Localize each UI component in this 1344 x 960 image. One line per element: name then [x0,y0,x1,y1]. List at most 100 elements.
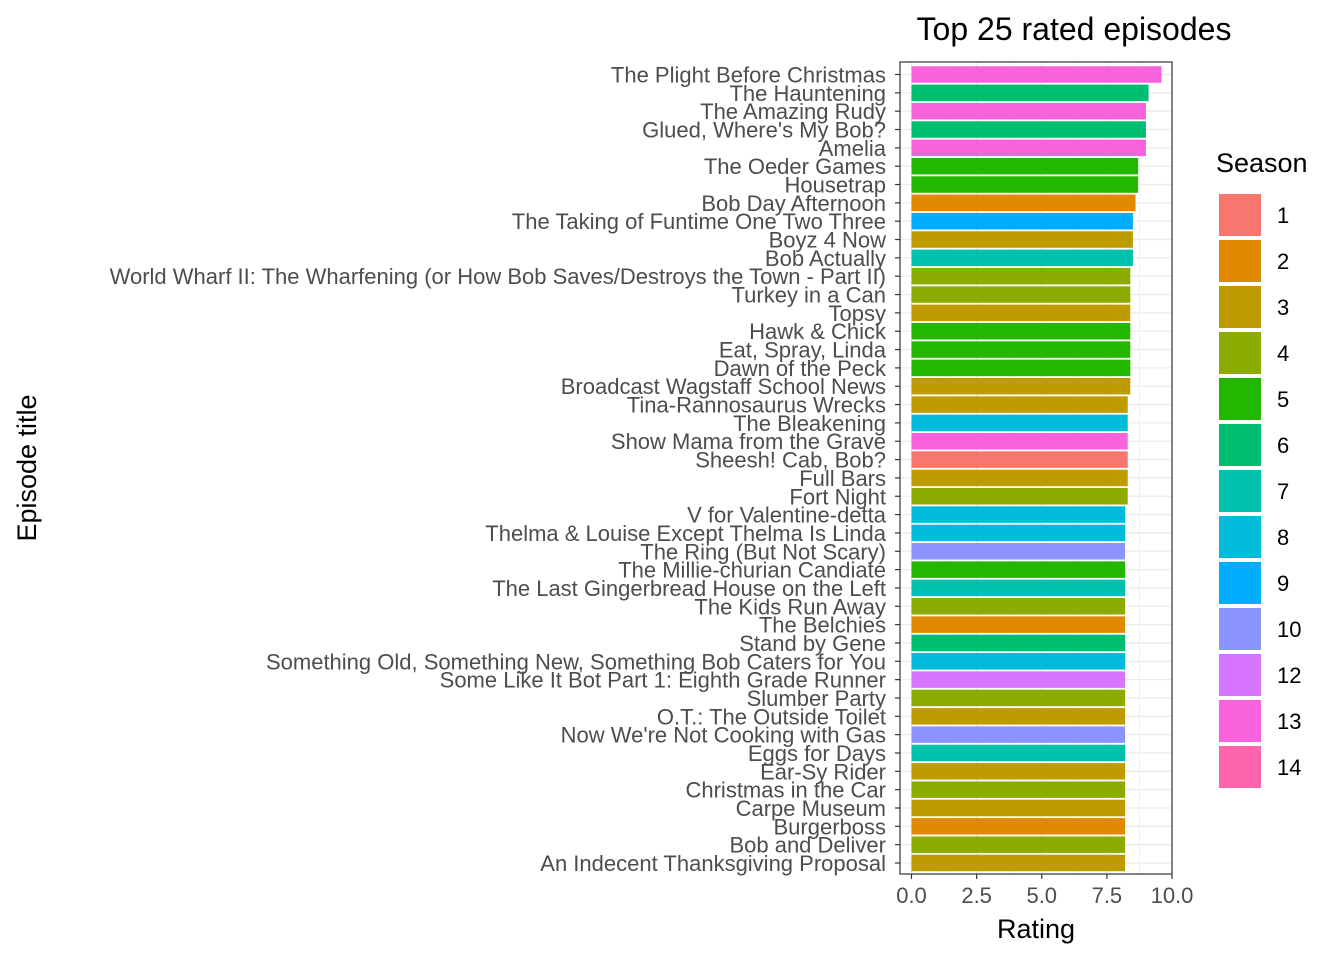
y-tick-label: Fort Night [789,484,886,509]
bar [911,322,1131,340]
legend-label: 10 [1277,617,1301,642]
legend-key [1219,332,1261,374]
legend-label: 2 [1277,249,1289,274]
bar [911,708,1126,725]
y-tick-label: Turkey in a Can [732,283,886,308]
bar [911,102,1146,120]
y-tick-label: Glued, Where's My Bob? [642,118,886,143]
y-tick-label: Bob Actually [765,246,886,271]
bar [911,653,1126,670]
legend-label: 13 [1277,709,1301,734]
y-tick-label: Bob Day Afternoon [701,191,886,216]
legend-label: 5 [1277,387,1289,412]
legend-key [1219,378,1261,420]
y-tick-label: Carpe Museum [736,796,886,821]
bar [911,799,1126,817]
y-tick-label: Thelma & Louise Except Thelma Is Linda [485,521,886,546]
x-axis-title: Rating [997,914,1075,944]
bar [911,139,1146,157]
bar [911,488,1128,505]
bar [911,377,1131,395]
y-tick-label: Full Bars [799,466,886,491]
legend-key [1219,700,1261,742]
y-tick-label: Tina-Rannosaurus Wrecks [627,393,886,418]
y-tick-label: Stand by Gene [739,631,886,656]
bar [911,524,1126,542]
bar [911,231,1133,248]
y-tick-label: Housetrap [784,173,886,198]
bar [911,157,1139,175]
bar [911,432,1128,450]
bar [911,249,1133,267]
y-tick-label: Bob and Deliver [729,833,886,858]
bar [911,212,1133,230]
y-tick-label: An Indecent Thanksgiving Proposal [540,851,886,876]
y-tick-label: The Ring (But Not Scary) [640,539,886,564]
y-tick-label: The Kids Run Away [694,594,886,619]
y-tick-label: Boyz 4 Now [769,228,886,253]
y-tick-label: Broadcast Wagstaff School News [561,374,886,399]
bar [911,763,1126,780]
x-tick-label: 10.0 [1151,883,1194,908]
y-tick-label: Sheesh! Cab, Bob? [695,448,886,473]
y-tick-label: Show Mama from the Grave [611,429,886,454]
legend-label: 4 [1277,341,1289,366]
bar [911,671,1126,688]
y-tick-label: The Last Gingerbread House on the Left [492,576,886,601]
x-tick-label: 7.5 [1092,883,1123,908]
bar [911,543,1126,560]
legend-key [1219,654,1261,696]
y-tick-label: The Plight Before Christmas [611,63,886,88]
x-tick-label: 5.0 [1026,883,1057,908]
x-axis: 0.0 2.5 5.0 7.5 10.0 [896,874,1193,908]
legend-key [1219,562,1261,604]
bar [911,286,1131,303]
bar [911,854,1126,872]
legend-label: 9 [1277,571,1289,596]
y-tick-label: Eggs for Days [748,741,886,766]
x-tick-label: 0.0 [896,883,927,908]
legend-label: 12 [1277,663,1301,688]
bar [911,84,1149,102]
bar [911,359,1131,377]
y-tick-label: Some Like It Bot Part 1: Eighth Grade Ru… [440,668,886,693]
x-tick-label: 2.5 [961,883,992,908]
bar [911,66,1162,83]
legend-key [1219,470,1261,512]
bar [911,744,1126,762]
bar [911,598,1126,615]
bar [911,267,1131,285]
legend-key [1219,608,1261,650]
y-tick-label: The Taking of Funtime One Two Three [512,209,886,234]
legend-label: 3 [1277,295,1289,320]
bar [911,469,1128,487]
y-tick-label: V for Valentine-detta [687,503,887,528]
legend-key [1219,286,1261,328]
bar [911,304,1131,322]
legend-label: 7 [1277,479,1289,504]
y-tick-label: Slumber Party [747,686,886,711]
bar [911,781,1126,798]
y-tick-label: Dawn of the Peck [714,356,887,381]
legend-label: 8 [1277,525,1289,550]
legend-key [1219,424,1261,466]
y-tick-label: Ear-Sy Rider [760,759,886,784]
bar [911,561,1126,578]
y-tick-label: Amelia [819,136,887,161]
bar [911,689,1126,707]
y-axis-title: Episode title [12,394,42,541]
bar [911,616,1126,633]
bar [911,726,1126,743]
bar [911,396,1128,413]
legend-key [1219,516,1261,558]
bar [911,121,1146,138]
y-tick-label: Now We're Not Cooking with Gas [561,723,886,748]
legend-label: 6 [1277,433,1289,458]
bar [911,818,1126,835]
y-tick-label: World Wharf II: The Wharfening (or How B… [110,264,886,289]
y-tick-label: Burgerboss [773,814,886,839]
legend-label: 1 [1277,203,1289,228]
y-tick-label: Christmas in the Car [685,778,886,803]
